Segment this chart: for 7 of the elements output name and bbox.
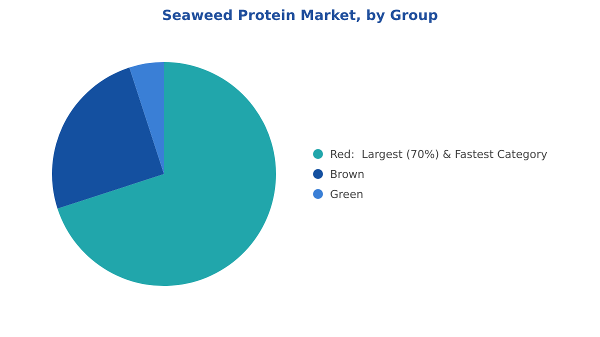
chart-title: Seaweed Protein Market, by Group: [162, 8, 438, 24]
legend-label: Red: Largest (70%) & Fastest Category: [330, 148, 548, 161]
legend-label: Green: [330, 188, 364, 201]
pie-slice: [129, 62, 164, 174]
legend-label: Brown: [330, 168, 365, 181]
pie-slice: [57, 62, 276, 286]
pie-slice: [52, 67, 164, 209]
